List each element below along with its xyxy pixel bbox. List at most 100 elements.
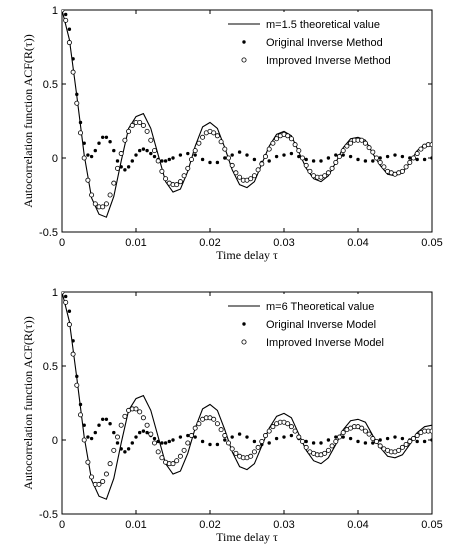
data-point xyxy=(211,416,217,422)
data-point xyxy=(422,157,427,162)
x-tick-label: 0.01 xyxy=(125,237,146,249)
data-point xyxy=(341,435,345,439)
data-point xyxy=(115,441,120,445)
data-point xyxy=(340,148,346,154)
data-point xyxy=(108,140,112,144)
data-point xyxy=(311,441,316,445)
data-point xyxy=(285,421,291,427)
data-point xyxy=(93,430,98,435)
data-point xyxy=(304,157,308,162)
data-point xyxy=(177,179,183,185)
data-point xyxy=(71,339,75,343)
data-point xyxy=(371,159,375,163)
data-point xyxy=(81,155,87,161)
data-point xyxy=(299,438,305,444)
data-point xyxy=(222,433,228,439)
data-point xyxy=(214,133,220,139)
plot-frame xyxy=(61,9,433,233)
data-point xyxy=(78,412,84,418)
data-point xyxy=(289,151,294,156)
legend-label: Original Inverse Model xyxy=(266,319,376,331)
data-point xyxy=(67,309,72,313)
x-tick-label: 0 xyxy=(59,519,65,531)
data-point xyxy=(230,435,234,439)
data-point xyxy=(111,447,117,453)
series-1 xyxy=(62,292,432,500)
data-point xyxy=(107,461,113,467)
data-point xyxy=(200,134,206,140)
y-tick-label: -0.5 xyxy=(39,227,58,239)
data-point xyxy=(148,137,154,143)
data-point xyxy=(334,153,338,157)
data-point xyxy=(319,159,323,163)
data-point xyxy=(407,438,413,444)
data-point xyxy=(129,122,135,128)
series-line xyxy=(62,292,432,500)
data-point xyxy=(145,148,149,153)
data-point xyxy=(396,447,402,453)
data-point xyxy=(363,159,368,163)
data-point xyxy=(188,156,194,162)
data-point xyxy=(85,177,91,183)
data-point xyxy=(104,135,109,139)
data-point xyxy=(336,154,342,160)
data-point xyxy=(370,149,376,155)
data-point xyxy=(229,446,235,452)
data-point xyxy=(63,17,69,23)
data-point xyxy=(134,435,138,439)
data-point xyxy=(304,439,308,444)
legend-swatch-dot xyxy=(242,322,246,326)
data-point xyxy=(359,425,365,431)
data-point xyxy=(288,424,294,430)
data-point xyxy=(356,439,360,444)
data-point xyxy=(348,154,353,159)
data-point xyxy=(138,430,142,435)
data-point xyxy=(251,173,257,179)
data-point xyxy=(137,119,143,125)
data-point xyxy=(366,145,372,151)
data-point xyxy=(415,439,419,444)
data-point xyxy=(407,159,413,165)
data-point xyxy=(348,140,354,146)
data-point xyxy=(282,153,286,157)
data-point xyxy=(403,441,409,447)
data-point xyxy=(274,436,279,441)
data-point xyxy=(385,154,390,159)
data-point xyxy=(311,159,316,163)
data-point xyxy=(160,441,164,445)
data-point xyxy=(140,415,146,421)
data-point xyxy=(171,438,175,442)
data-point xyxy=(63,12,68,17)
data-point xyxy=(155,158,161,164)
data-point xyxy=(429,428,432,434)
data-point xyxy=(267,441,271,445)
data-point xyxy=(255,444,261,450)
data-point xyxy=(363,441,368,445)
data-point xyxy=(111,180,117,186)
data-point xyxy=(325,170,331,176)
legend-label: Improved Inverse Model xyxy=(266,337,384,349)
data-point xyxy=(267,159,271,163)
data-point xyxy=(319,441,323,445)
data-point xyxy=(167,157,171,162)
data-point xyxy=(193,153,197,157)
legend-swatch-dot xyxy=(242,40,246,44)
data-point xyxy=(288,136,294,142)
data-point xyxy=(140,122,146,128)
series-2 xyxy=(62,10,432,172)
data-point xyxy=(430,156,432,160)
data-point xyxy=(126,128,132,134)
data-point xyxy=(159,455,165,461)
data-point xyxy=(415,157,419,162)
data-point xyxy=(178,435,183,439)
data-point xyxy=(145,430,149,435)
y-tick-label: 1 xyxy=(52,5,58,17)
data-point xyxy=(259,161,265,167)
data-point xyxy=(274,136,280,142)
data-point xyxy=(174,182,180,188)
data-point xyxy=(63,299,69,305)
data-point xyxy=(89,154,94,159)
data-point xyxy=(237,174,243,180)
data-point xyxy=(218,427,224,433)
x-tick-label: 0.04 xyxy=(347,519,368,531)
